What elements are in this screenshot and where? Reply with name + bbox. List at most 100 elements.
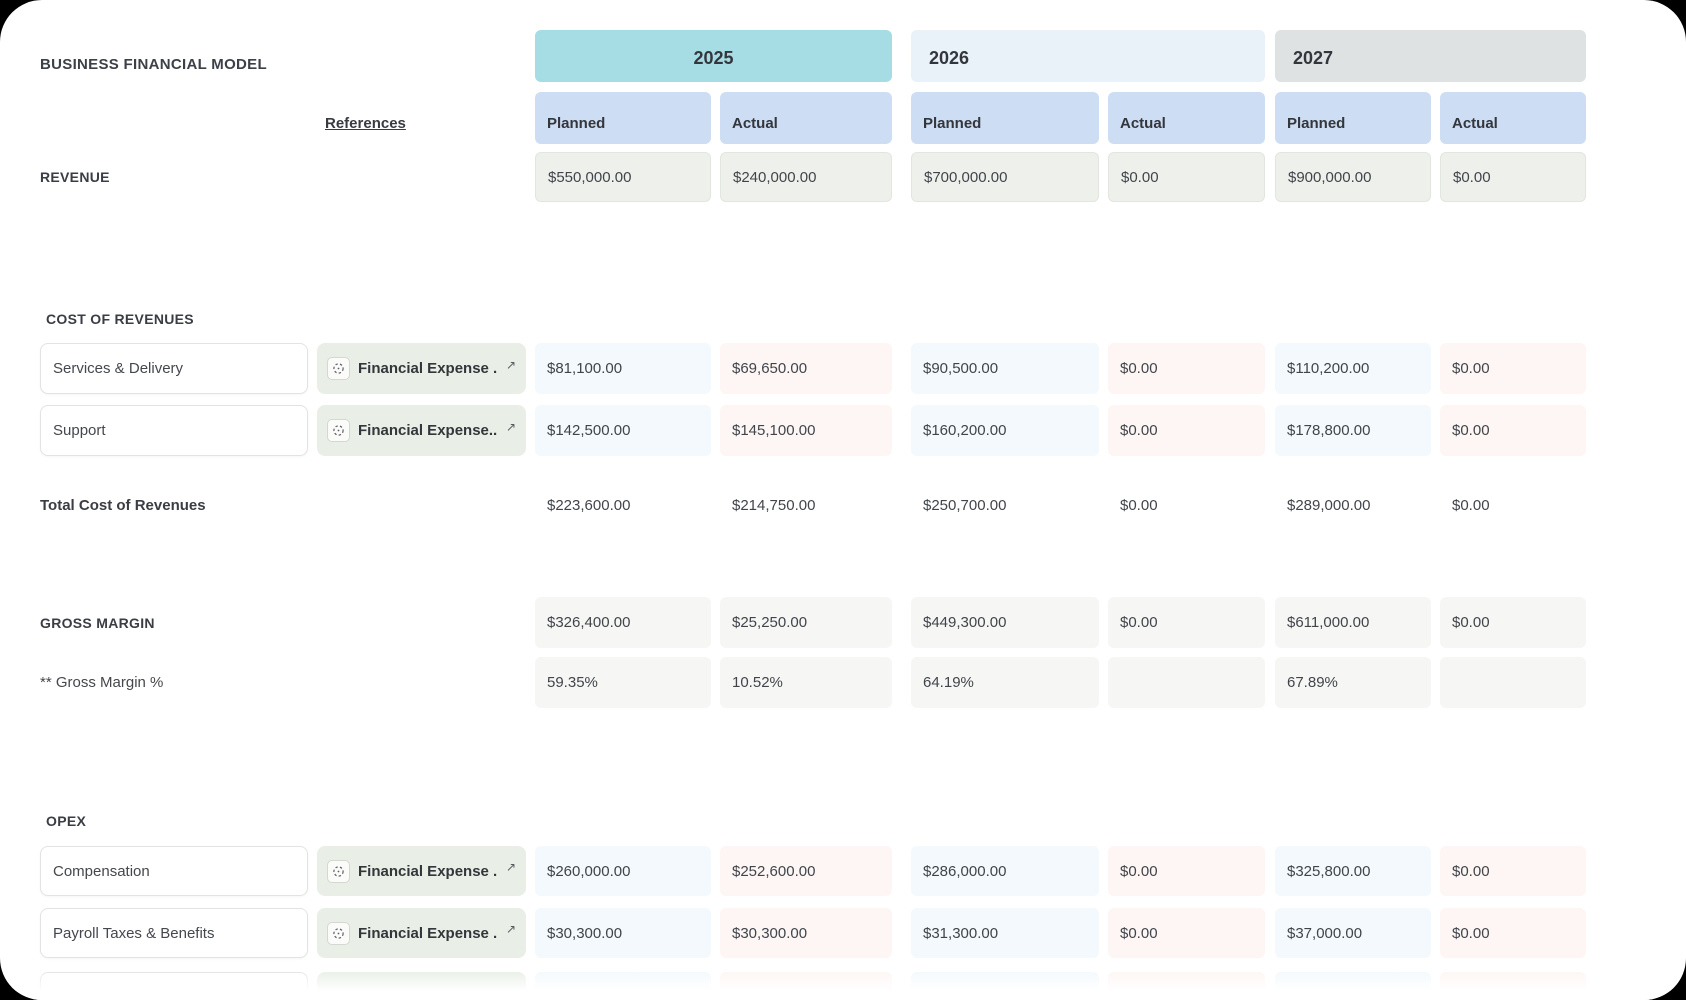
revenue-cell-2026-actual[interactable]: $0.00 — [1108, 152, 1265, 202]
year-header-2027: 2027 — [1275, 30, 1586, 82]
cell-2026-planned[interactable]: $160,200.00 — [911, 405, 1099, 456]
revenue-cell-2025-actual[interactable]: $240,000.00 — [720, 152, 892, 202]
cell-2027-actual[interactable]: $0.00 — [1440, 908, 1586, 958]
total-2026-planned: $250,700.00 — [923, 496, 1007, 514]
cell-2027-actual[interactable] — [1440, 972, 1586, 1000]
page-title: BUSINESS FINANCIAL MODEL — [40, 56, 267, 73]
total-2026-actual: $0.00 — [1120, 496, 1158, 514]
cell-2027-planned[interactable] — [1275, 972, 1431, 1000]
col-header-2025-actual: Actual — [720, 92, 892, 144]
total-2025-planned: $223,600.00 — [547, 496, 631, 514]
cell-2026-planned[interactable]: $31,300.00 — [911, 908, 1099, 958]
row-name-input[interactable]: Compensation — [40, 846, 308, 896]
cell-2027-actual[interactable]: $0.00 — [1440, 343, 1586, 394]
table-row-support: Support Financial Expense... ↗ $142,500.… — [40, 405, 1686, 456]
row-name-label: Payroll Taxes & Benefits — [53, 924, 215, 942]
table-row-compensation: Compensation Financial Expense ... ↗ $26… — [40, 846, 1686, 896]
gmp-2027-actual — [1440, 657, 1586, 708]
row-name-label: Support — [53, 422, 106, 439]
dashed-circle-icon — [327, 419, 350, 442]
cell-2026-actual[interactable]: $0.00 — [1108, 405, 1265, 456]
reference-chip[interactable]: Financial Expense... ↗ — [317, 405, 526, 456]
cell-2026-planned[interactable]: $90,500.00 — [911, 343, 1099, 394]
reference-chip[interactable]: Financial Expense ... ↗ — [317, 846, 526, 896]
reference-label: Financial Expense ... — [358, 360, 498, 377]
cell-2025-actual[interactable]: $30,300.00 — [720, 908, 892, 958]
gm-2025-planned: $326,400.00 — [535, 597, 711, 648]
cell-2025-actual[interactable]: $145,100.00 — [720, 405, 892, 456]
total-2027-planned: $289,000.00 — [1287, 496, 1371, 514]
cell-2027-planned[interactable]: $325,800.00 — [1275, 846, 1431, 896]
cell-2027-actual[interactable]: $0.00 — [1440, 846, 1586, 896]
cell-2026-actual[interactable]: $0.00 — [1108, 908, 1265, 958]
references-header[interactable]: References — [325, 115, 406, 132]
cell-2027-planned[interactable]: $110,200.00 — [1275, 343, 1431, 394]
gm-2027-actual: $0.00 — [1440, 597, 1586, 648]
revenue-cell-2027-actual[interactable]: $0.00 — [1440, 152, 1586, 202]
row-name-input[interactable]: Support — [40, 405, 308, 456]
cell-2027-planned[interactable]: $37,000.00 — [1275, 908, 1431, 958]
total-2025-actual: $214,750.00 — [732, 496, 816, 514]
cell-2026-planned[interactable] — [911, 972, 1099, 1000]
gmp-2026-actual — [1108, 657, 1265, 708]
gmp-2027-planned: 67.89% — [1275, 657, 1431, 708]
gross-margin-percent-row: ** Gross Margin % 59.35% 10.52% 64.19% 6… — [40, 657, 1686, 708]
revenue-row: REVENUE $550,000.00 $240,000.00 $700,000… — [40, 152, 1686, 202]
open-link-icon[interactable]: ↗ — [505, 419, 516, 434]
total-cost-label: Total Cost of Revenues — [40, 496, 206, 514]
cell-2025-planned[interactable]: $260,000.00 — [535, 846, 711, 896]
cell-2025-actual[interactable] — [720, 972, 892, 1000]
open-link-icon[interactable]: ↗ — [505, 860, 516, 874]
cell-2026-actual[interactable] — [1108, 972, 1265, 1000]
row-name-label: Services & Delivery — [53, 360, 184, 377]
section-label-cost-of-revenues: COST OF REVENUES — [46, 311, 194, 327]
cell-2025-planned[interactable] — [535, 972, 711, 1000]
gm-2026-actual: $0.00 — [1108, 597, 1265, 648]
cell-2026-planned[interactable]: $286,000.00 — [911, 846, 1099, 896]
gmp-2025-actual: 10.52% — [720, 657, 892, 708]
gm-2026-planned: $449,300.00 — [911, 597, 1099, 648]
reference-label: Financial Expense ... — [358, 862, 498, 880]
open-link-icon[interactable]: ↗ — [505, 357, 516, 372]
total-2027-actual: $0.00 — [1452, 496, 1490, 514]
reference-chip[interactable]: Financial Expense ... ↗ — [317, 343, 526, 394]
year-header-row: BUSINESS FINANCIAL MODEL 2025 2026 2027 — [40, 30, 1686, 82]
cell-2025-actual[interactable]: $69,650.00 — [720, 343, 892, 394]
cell-2026-actual[interactable]: $0.00 — [1108, 846, 1265, 896]
gross-margin-percent-label: ** Gross Margin % — [40, 674, 164, 691]
year-header-2025: 2025 — [535, 30, 892, 82]
cell-2027-actual[interactable]: $0.00 — [1440, 405, 1586, 456]
col-header-2026-planned: Planned — [911, 92, 1099, 144]
reference-chip[interactable]: Financial Expense ... ↗ — [317, 908, 526, 958]
reference-chip[interactable] — [317, 972, 526, 1000]
cell-2026-actual[interactable]: $0.00 — [1108, 343, 1265, 394]
table-row-partial — [40, 972, 1686, 1000]
cell-2025-planned[interactable]: $142,500.00 — [535, 405, 711, 456]
cell-2025-actual[interactable]: $252,600.00 — [720, 846, 892, 896]
column-header-row: References Planned Actual Planned Actual… — [40, 92, 1686, 144]
gross-margin-label: GROSS MARGIN — [40, 614, 155, 631]
gmp-2026-planned: 64.19% — [911, 657, 1099, 708]
total-cost-row: Total Cost of Revenues $223,600.00 $214,… — [40, 481, 1686, 529]
revenue-cell-2027-planned[interactable]: $900,000.00 — [1275, 152, 1431, 202]
col-header-2026-actual: Actual — [1108, 92, 1265, 144]
cell-2027-planned[interactable]: $178,800.00 — [1275, 405, 1431, 456]
dashed-circle-icon — [327, 859, 350, 883]
revenue-cell-2025-planned[interactable]: $550,000.00 — [535, 152, 711, 202]
row-name-input[interactable]: Payroll Taxes & Benefits — [40, 908, 308, 958]
gm-2025-actual: $25,250.00 — [720, 597, 892, 648]
open-link-icon[interactable]: ↗ — [505, 922, 516, 936]
row-name-input[interactable] — [40, 972, 308, 1000]
revenue-cell-2026-planned[interactable]: $700,000.00 — [911, 152, 1099, 202]
cell-2025-planned[interactable]: $81,100.00 — [535, 343, 711, 394]
section-label-opex: OPEX — [46, 813, 87, 829]
table-row-payroll: Payroll Taxes & Benefits Financial Expen… — [40, 908, 1686, 958]
dashed-circle-icon — [327, 357, 350, 380]
row-name-label: Compensation — [53, 862, 150, 880]
revenue-label: REVENUE — [40, 169, 110, 185]
row-name-input[interactable]: Services & Delivery — [40, 343, 308, 394]
gross-margin-row: GROSS MARGIN $326,400.00 $25,250.00 $449… — [40, 597, 1686, 648]
cell-2025-planned[interactable]: $30,300.00 — [535, 908, 711, 958]
col-header-2027-planned: Planned — [1275, 92, 1431, 144]
